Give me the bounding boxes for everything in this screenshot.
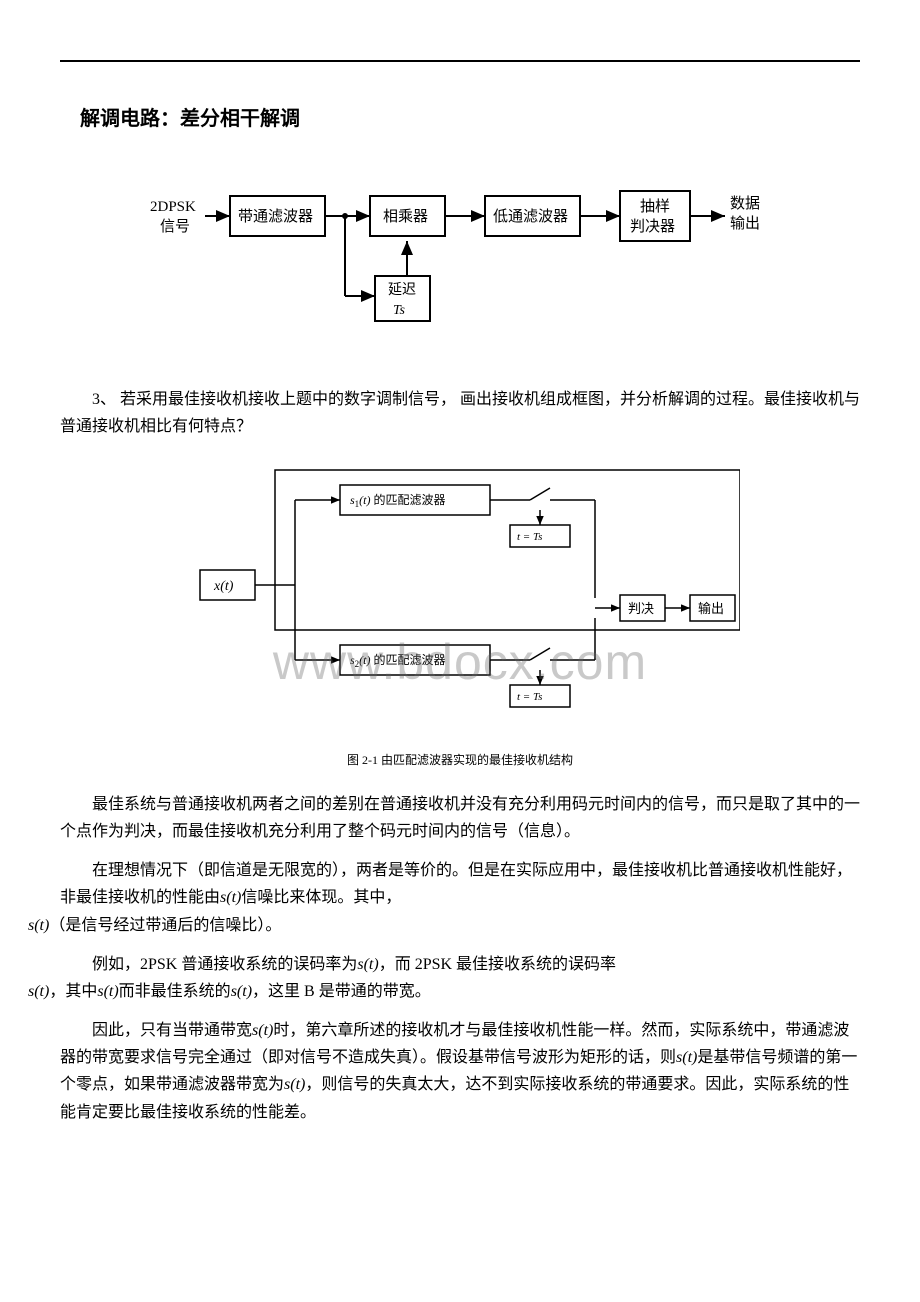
diagram-2-svg: x(t) s1(t) 的匹配滤波器 s2(t) 的匹配滤波器 t = Ts t … [180, 460, 740, 710]
d1-output-bottom: 输出 [730, 215, 760, 232]
p2-a: 在理想情况下（即信道是无限宽的），两者是等价的。但是在实际应用中，最佳接收机比普… [60, 862, 852, 906]
d1-input-line1: 2DPSK [150, 199, 196, 215]
d2-top-sample-label: t = Ts [517, 531, 542, 543]
d2-decision-label: 判决 [628, 601, 654, 616]
para-2: 在理想情况下（即信道是无限宽的），两者是等价的。但是在实际应用中，最佳接收机比普… [60, 857, 860, 939]
figure-caption: 图 2-1 由匹配滤波器实现的最佳接收机结构 [60, 750, 860, 770]
d2-input-label: x(t) [213, 579, 234, 594]
d2-filter-top-label: s1(t) 的匹配滤波器 [350, 492, 446, 509]
st-3: s(t) [357, 956, 378, 973]
d1-input-line2: 信号 [160, 218, 190, 235]
d2-output-label: 输出 [698, 601, 724, 616]
p2-c: （是信号经过带通后的信噪比）。 [49, 917, 281, 934]
st-7: s(t) [252, 1022, 273, 1039]
st-9: s(t) [284, 1076, 305, 1093]
p3-b: ，而 2PSK 最佳接收系统的误码率 [379, 956, 616, 973]
d1-block-2-label: 低通滤波器 [493, 208, 568, 225]
d1-block-0-label: 带通滤波器 [238, 208, 313, 225]
p3-a: 例如，2PSK 普通接收系统的误码率为 [92, 956, 357, 973]
st-6: s(t) [231, 983, 252, 1000]
para-4: 因此，只有当带通带宽s(t)时，第六章所述的接收机才与最佳接收机性能一样。然而，… [60, 1017, 860, 1126]
header-divider [60, 60, 860, 62]
diagram-2-container: x(t) s1(t) 的匹配滤波器 s2(t) 的匹配滤波器 t = Ts t … [60, 460, 860, 710]
d2-top-switch [530, 488, 550, 500]
st-2: s(t) [28, 917, 49, 934]
d2-filter-bottom-label: s2(t) 的匹配滤波器 [350, 652, 446, 669]
d2-bot-switch [530, 648, 550, 660]
d2-outer-frame [275, 470, 740, 630]
d1-block-3-label-1: 抽样 [640, 198, 670, 215]
p3-c: ，其中 [49, 983, 97, 1000]
question-3: 3、 若采用最佳接收机接收上题中的数字调制信号， 画出接收机组成框图，并分析解调… [60, 386, 860, 440]
d1-delay-label-1: 延迟 [388, 282, 416, 298]
st-8: s(t) [676, 1049, 697, 1066]
p2-b: 信噪比来体现。其中， [241, 889, 401, 906]
d1-branch-node [342, 213, 348, 219]
d1-block-3-label-2: 判决器 [630, 218, 675, 235]
section-title: 解调电路：差分相干解调 [80, 102, 860, 136]
para-1: 最佳系统与普通接收机两者之间的差别在普通接收机并没有充分利用码元时间内的信号，而… [60, 791, 860, 845]
st-1: s(t) [220, 889, 241, 906]
st-5: s(t) [97, 983, 118, 1000]
d1-delay-label-2: Ts [393, 303, 406, 318]
st-4: s(t) [28, 983, 49, 1000]
diagram-1-svg: 2DPSK 信号 带通滤波器 相乘器 低通滤波器 抽样 判决器 数据 输出 延迟 [140, 166, 780, 346]
p3-e: ，这里 B 是带通的带宽。 [252, 983, 431, 1000]
para-3: 例如，2PSK 普通接收系统的误码率为s(t)，而 2PSK 最佳接收系统的误码… [60, 951, 860, 1005]
p3-d: 而非最佳系统的 [119, 983, 231, 1000]
d2-bot-sample-label: t = Ts [517, 691, 542, 703]
d1-output-top: 数据 [730, 195, 760, 212]
d1-block-1-label: 相乘器 [383, 208, 428, 225]
diagram-1-container: 2DPSK 信号 带通滤波器 相乘器 低通滤波器 抽样 判决器 数据 输出 延迟 [60, 166, 860, 346]
p4-a: 因此，只有当带通带宽 [92, 1022, 252, 1039]
